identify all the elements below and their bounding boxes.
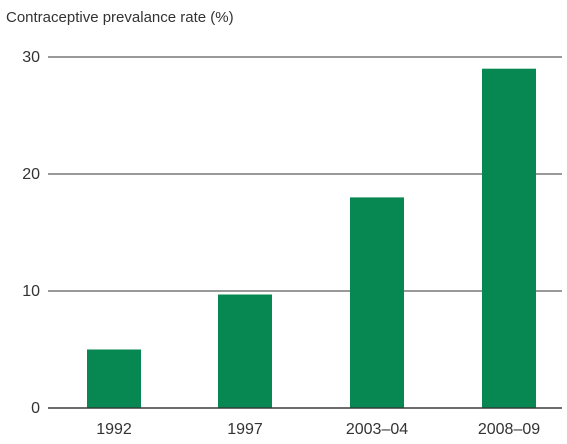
y-tick-label: 10 <box>22 283 40 300</box>
bar-2003–04 <box>350 197 404 408</box>
y-axis-label: Contraceptive prevalance rate (%) <box>6 9 234 26</box>
y-tick-label: 0 <box>31 400 40 417</box>
x-tick-label: 2008–09 <box>478 421 540 438</box>
bar-1997 <box>218 294 272 408</box>
y-tick-label: 30 <box>22 49 40 66</box>
x-tick-label: 1997 <box>227 421 263 438</box>
x-tick-label: 2003–04 <box>346 421 408 438</box>
bar-1992 <box>87 349 141 408</box>
y-tick-label: 20 <box>22 166 40 183</box>
y-tick-labels: 0 10 20 30 <box>22 49 40 417</box>
bars <box>48 68 562 409</box>
bar-2008–09 <box>482 68 536 408</box>
x-tick-label: 1992 <box>96 421 132 438</box>
x-tick-labels: 1992 1997 2003–04 2008–09 <box>96 421 540 438</box>
